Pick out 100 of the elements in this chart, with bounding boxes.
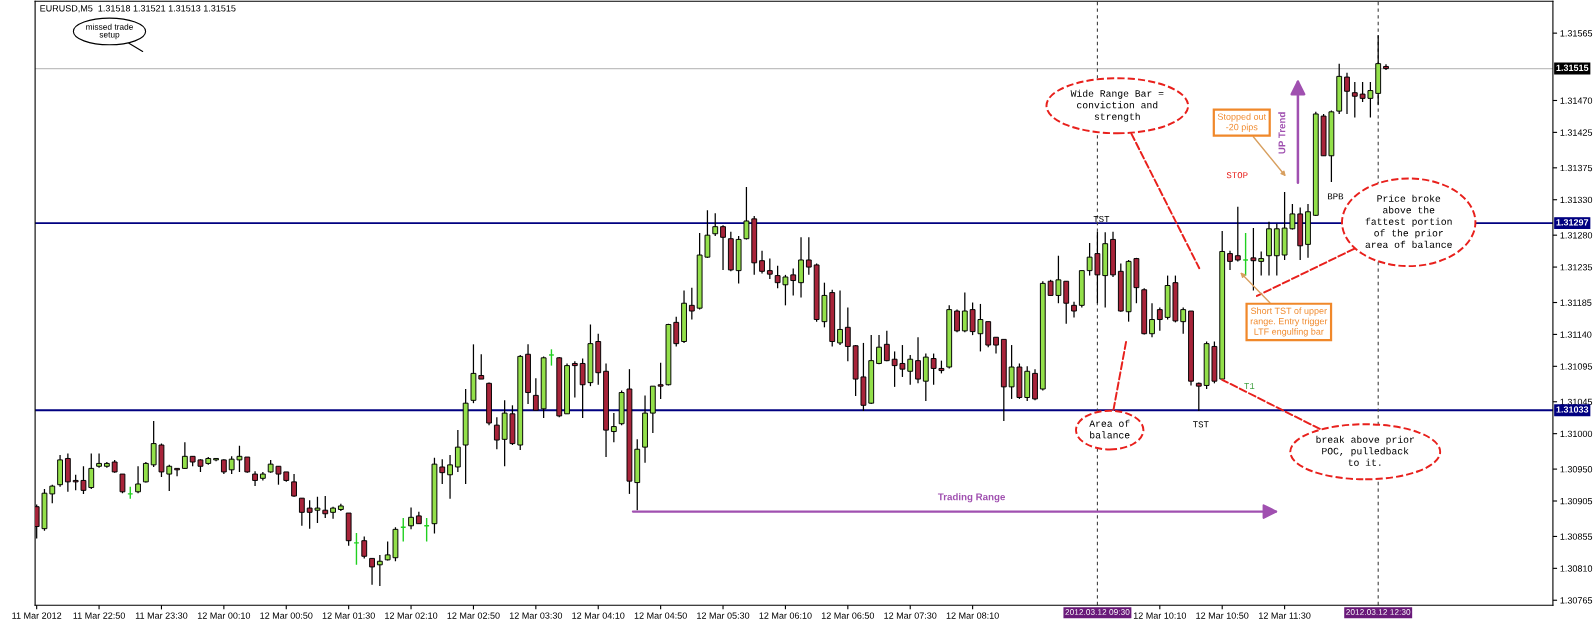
annotation: Area of balance	[1089, 419, 1130, 439]
annotation: Price broke above the fattest portion of the prior area of balance	[1365, 194, 1452, 248]
annotation: BPB	[1327, 193, 1344, 200]
candlestick	[915, 336, 921, 384]
ref-line-label: 1.31033	[1556, 406, 1589, 413]
annotation: UP Trend	[1278, 112, 1286, 154]
candlestick	[1180, 306, 1187, 335]
x-tick-label: 12 Mar 11:30	[1259, 612, 1311, 619]
x-tick-label: 12 Mar 04:10	[572, 612, 625, 619]
candlestick	[142, 461, 149, 484]
candlestick	[961, 291, 968, 333]
candlestick	[790, 267, 797, 297]
candlestick	[1149, 302, 1155, 338]
annotation: TST	[1193, 421, 1209, 428]
candlestick	[493, 416, 500, 450]
candlestick	[1250, 227, 1257, 292]
candlestick	[1351, 81, 1358, 119]
x-tick-label: 12 Mar 00:10	[197, 612, 251, 619]
x-tick-label: 12 Mar 01:30	[322, 612, 375, 619]
y-tick-label: 1.31000	[1560, 430, 1593, 438]
x-tick-label: 12 Mar 10:10	[1133, 612, 1187, 619]
annotation: T1	[1244, 382, 1255, 389]
annotation: TST	[1093, 215, 1110, 223]
y-tick-label: 1.30765	[1560, 597, 1593, 604]
x-tick-label: 12 Mar 04:50	[634, 612, 687, 619]
candlestick	[571, 360, 578, 399]
x-tick-label: 11 Mar 2012	[12, 612, 62, 619]
annotation: STOP	[1226, 172, 1248, 179]
candlestick	[376, 554, 383, 587]
candlestick	[181, 441, 188, 470]
annotation: Trading Range	[937, 493, 1006, 503]
candlestick	[798, 236, 804, 299]
candlestick	[844, 306, 851, 362]
annotation: Short TST of upper range. Entry trigger LTF engulfing bar	[1250, 307, 1328, 337]
y-tick-label: 1.31280	[1560, 232, 1593, 239]
candlestick	[96, 452, 102, 469]
candlestick	[408, 506, 414, 530]
candlestick	[291, 473, 297, 498]
ref-line-label: 2012.03.12 12:30	[1346, 609, 1411, 615]
annotation: break above prior POC, pulledback to it.	[1316, 435, 1414, 466]
ref-line-label: 2012.03.12 09:30	[1065, 609, 1130, 615]
candlestick	[1227, 250, 1233, 271]
candlestick	[883, 330, 890, 362]
candlestick	[1063, 280, 1070, 325]
annotation: missed trade setup	[86, 23, 133, 40]
ref-line-label: 1.31297	[1556, 219, 1589, 226]
candlestick	[423, 517, 430, 543]
annotation: Stopped out -20 pips	[1217, 113, 1267, 133]
candlestick	[1234, 206, 1241, 263]
candlestick	[688, 287, 695, 321]
candlestick	[353, 532, 360, 566]
candlestick	[454, 429, 461, 473]
candlestick	[1195, 381, 1202, 412]
chart-title: EURUSD,M5 1.31518 1.31521 1.31513 1.31515	[40, 5, 236, 13]
candlestick	[876, 334, 882, 365]
y-tick-label: 1.30855	[1560, 533, 1593, 540]
x-tick-label: 12 Mar 06:50	[821, 612, 875, 619]
candlestick	[805, 236, 812, 276]
candlestick	[712, 212, 719, 237]
y-tick-label: 1.31375	[1560, 164, 1593, 172]
y-tick-label: 1.30810	[1560, 565, 1593, 572]
candlestick	[532, 377, 539, 411]
candlestick	[369, 557, 375, 586]
candlestick	[610, 412, 617, 443]
candlestick	[1156, 306, 1163, 332]
y-tick-label: 1.31140	[1560, 331, 1592, 338]
y-tick-label: 1.31235	[1560, 264, 1593, 271]
candlestick	[907, 354, 914, 386]
x-tick-label: 12 Mar 02:10	[385, 612, 438, 619]
x-tick-label: 12 Mar 06:10	[759, 612, 812, 619]
candlestick	[1344, 72, 1350, 115]
candlestick	[361, 535, 368, 560]
y-tick-label: 1.31425	[1560, 129, 1593, 136]
y-tick-label: 1.30905	[1560, 497, 1593, 505]
x-tick-label: 12 Mar 08:10	[946, 612, 999, 619]
y-tick-label: 1.30950	[1560, 466, 1593, 473]
candlestick	[759, 250, 765, 275]
candlestick	[447, 454, 453, 500]
y-tick-label: 1.31565	[1560, 30, 1593, 37]
candlestick	[119, 473, 126, 494]
candlestick	[64, 452, 71, 493]
y-tick-label: 1.31095	[1560, 363, 1593, 370]
y-tick-label: 1.31045	[1560, 398, 1593, 406]
candlestick	[1258, 250, 1265, 277]
annotation: Wide Range Bar = conviction and strength	[1070, 89, 1164, 122]
candlestick	[720, 224, 726, 271]
candlestick	[298, 497, 305, 527]
x-tick-label: 12 Mar 10:50	[1196, 612, 1249, 619]
candlestick	[837, 289, 843, 346]
x-tick-label: 11 Mar 22:50	[73, 612, 125, 619]
candlestick	[766, 257, 773, 280]
x-tick-label: 12 Mar 02:50	[447, 612, 500, 619]
candlestick	[174, 467, 180, 477]
x-tick-label: 12 Mar 07:30	[884, 612, 937, 619]
y-tick-label: 1.31185	[1560, 299, 1592, 306]
candlestick	[135, 465, 141, 494]
x-tick-label: 11 Mar 23:30	[135, 612, 188, 619]
x-tick-label: 12 Mar 05:30	[697, 612, 750, 619]
ref-line-label: 1.31515	[1556, 64, 1589, 72]
x-tick-label: 12 Mar 03:30	[509, 612, 563, 619]
